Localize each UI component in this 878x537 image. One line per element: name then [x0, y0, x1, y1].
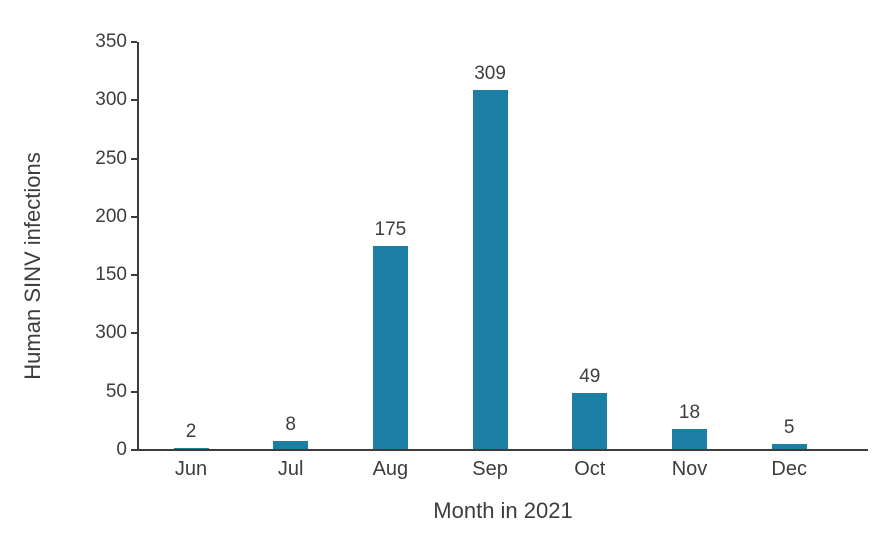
x-category-label: Jul — [277, 458, 304, 480]
x-axis-line — [137, 449, 868, 451]
bar — [672, 429, 707, 450]
y-tick-mark — [131, 449, 137, 451]
y-axis-title: Human SINV infections — [20, 152, 45, 380]
bar-value-label: 309 — [474, 62, 506, 84]
bar — [771, 444, 807, 450]
bar-value-label: 2 — [185, 420, 197, 442]
bar — [472, 89, 508, 450]
y-tick-label: 150 — [95, 264, 127, 286]
x-category-label: Nov — [671, 458, 708, 480]
y-tick-mark — [131, 99, 137, 102]
x-category-label: Jun — [174, 458, 208, 480]
bar — [372, 246, 408, 450]
x-category-label: Sep — [472, 458, 508, 480]
bar — [572, 392, 608, 450]
y-tick-mark — [131, 332, 137, 335]
y-tick-mark — [131, 274, 137, 277]
y-tick-label: 300 — [95, 322, 127, 344]
y-tick-label: 0 — [116, 439, 127, 460]
y-tick-label: 300 — [95, 89, 127, 111]
x-axis-title: Month in 2021 — [433, 498, 573, 523]
y-tick-mark — [131, 215, 137, 218]
y-tick-label: 250 — [95, 147, 127, 169]
bar-value-label: 5 — [783, 417, 795, 439]
y-tick-mark — [131, 41, 137, 43]
y-tick-label: 50 — [105, 380, 127, 402]
x-category-label: Oct — [574, 458, 606, 480]
bar-value-label: 18 — [678, 402, 701, 424]
bar-value-label: 49 — [579, 365, 601, 387]
x-category-label: Aug — [372, 458, 409, 480]
bar — [273, 440, 309, 450]
y-tick-label: 350 — [95, 31, 127, 52]
bar-value-label: 175 — [374, 219, 407, 240]
bar — [173, 447, 209, 450]
y-tick-mark — [131, 390, 137, 393]
y-axis-line — [137, 42, 139, 451]
x-category-label: Dec — [771, 458, 807, 480]
y-tick-label: 200 — [95, 205, 127, 227]
y-tick-mark — [131, 157, 137, 160]
bar-value-label: 8 — [285, 413, 296, 435]
